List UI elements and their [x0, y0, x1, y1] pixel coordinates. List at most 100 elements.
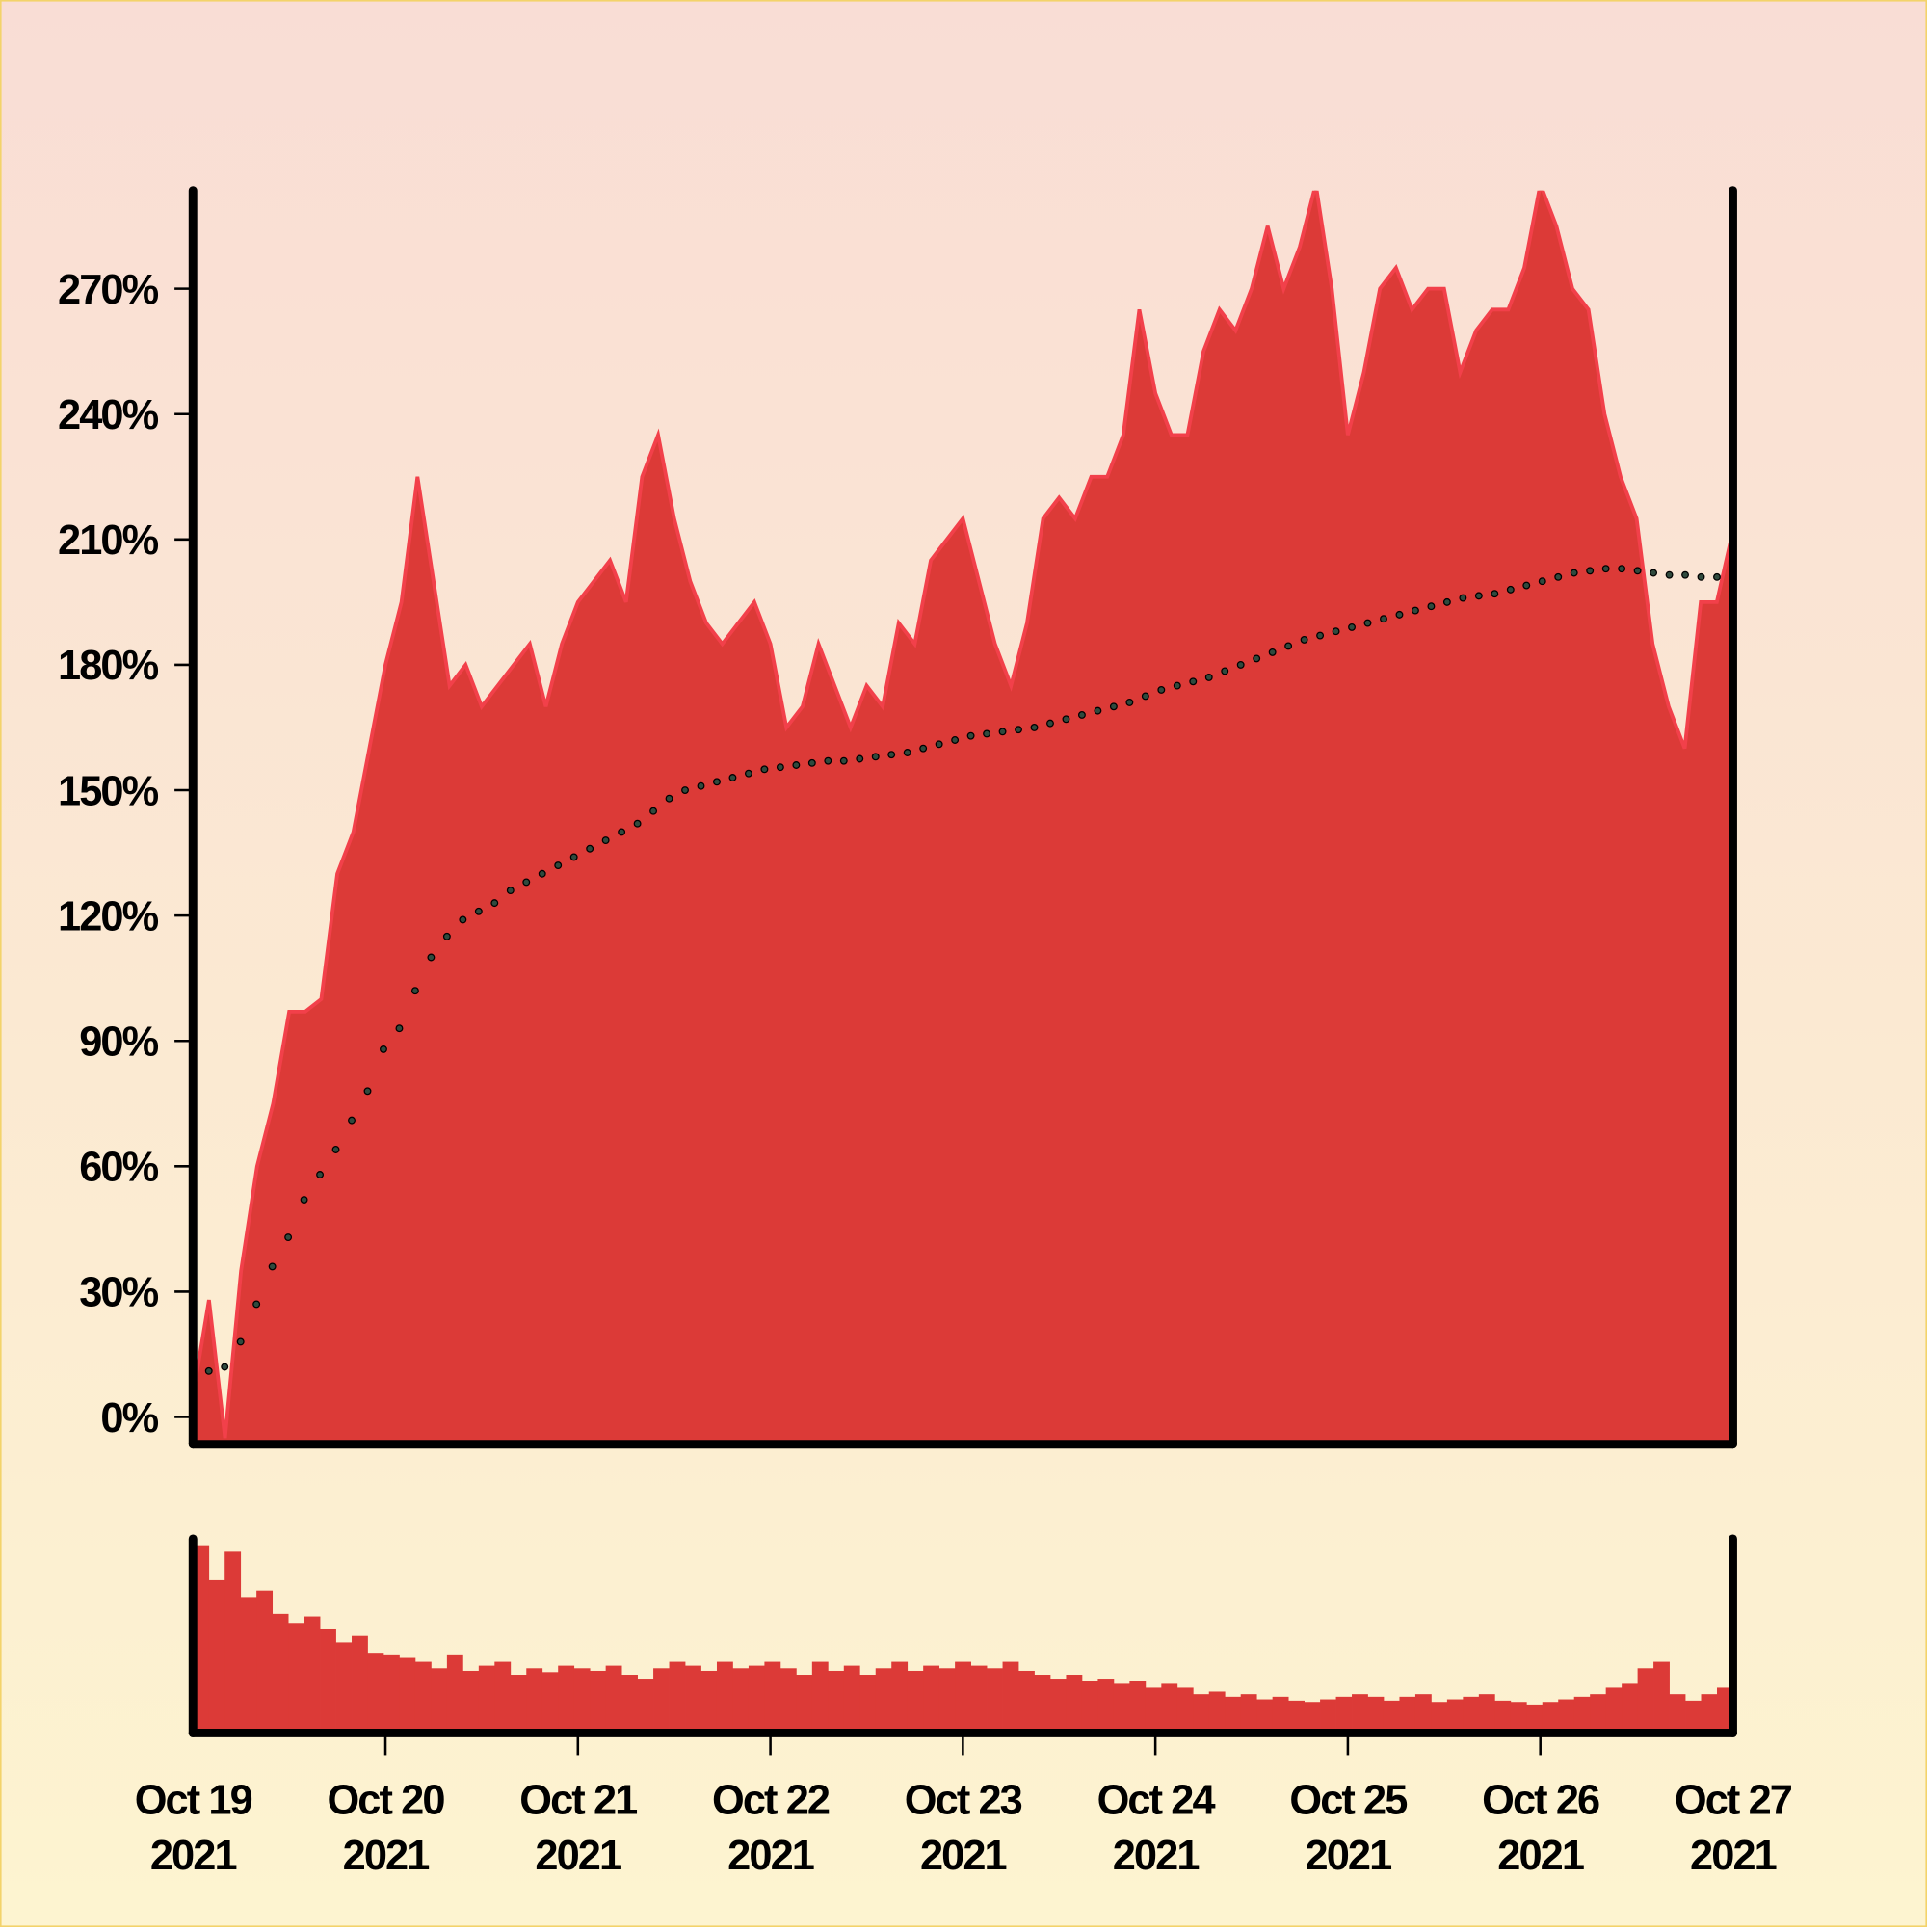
- x-tick-label: Oct 26: [1482, 1778, 1599, 1824]
- volume-bar: [320, 1628, 336, 1734]
- average-dot: [1713, 572, 1721, 581]
- volume-bar: [748, 1665, 765, 1734]
- average-dot: [554, 861, 563, 870]
- y-tick-label: 30%: [79, 1270, 158, 1316]
- volume-bar: [1240, 1694, 1257, 1734]
- average-dot: [618, 828, 626, 836]
- average-dot: [1570, 569, 1578, 577]
- average-dot: [410, 987, 419, 995]
- y-tick-label: 270%: [58, 267, 159, 313]
- volume-bar: [494, 1661, 512, 1734]
- volume-bar: [637, 1679, 654, 1734]
- average-dot: [395, 1024, 404, 1033]
- volume-bar: [1225, 1696, 1242, 1734]
- average-dot: [1697, 572, 1705, 581]
- average-dot: [506, 887, 515, 895]
- volume-bar: [732, 1668, 750, 1734]
- average-dot: [697, 781, 705, 790]
- volume-plot: [193, 1545, 1733, 1734]
- x-tick-label: Oct 19: [135, 1778, 252, 1824]
- volume-bar: [685, 1665, 701, 1734]
- average-dot: [1586, 567, 1595, 575]
- volume-bar: [987, 1668, 1003, 1734]
- average-dot: [442, 932, 451, 940]
- x-tick-label: 2021: [150, 1833, 237, 1879]
- average-dot: [919, 744, 928, 753]
- average-dot: [1459, 594, 1467, 602]
- x-tick-label: Oct 24: [1097, 1778, 1216, 1824]
- average-dot: [1062, 715, 1070, 724]
- volume-bar: [1590, 1694, 1607, 1734]
- average-dot: [856, 754, 864, 763]
- volume-bar: [256, 1590, 274, 1734]
- volume-bar: [1129, 1681, 1147, 1734]
- average-dot: [538, 869, 546, 878]
- average-dot: [1015, 726, 1022, 734]
- volume-bar: [938, 1668, 956, 1734]
- y-tick-label: 240%: [58, 392, 159, 438]
- volume-bar: [1383, 1700, 1400, 1734]
- volume-bar: [541, 1672, 559, 1734]
- x-tick-label: Oct 23: [905, 1778, 1022, 1824]
- volume-bar: [1272, 1696, 1289, 1734]
- x-tick-label: 2021: [1306, 1833, 1392, 1879]
- volume-bar: [1446, 1699, 1464, 1734]
- average-dot: [1332, 627, 1340, 636]
- x-tick-label: 2021: [920, 1833, 1007, 1879]
- volume-bar: [875, 1668, 892, 1734]
- volume-bar: [1463, 1696, 1480, 1734]
- average-dot: [1300, 635, 1308, 644]
- volume-bar: [590, 1670, 607, 1734]
- average-dot: [903, 749, 911, 756]
- volume-bar: [669, 1661, 686, 1734]
- x-tick-label: 2021: [1113, 1833, 1200, 1879]
- average-dot: [1046, 719, 1054, 728]
- volume-bar: [367, 1653, 384, 1734]
- average-dot: [252, 1300, 261, 1309]
- average-dot: [807, 758, 816, 767]
- average-dot: [1395, 610, 1404, 619]
- volume-bar: [1542, 1702, 1559, 1734]
- x-tick-label: Oct 20: [327, 1778, 444, 1824]
- average-dot: [1268, 648, 1277, 656]
- volume-bar: [1622, 1683, 1638, 1734]
- volume-bar: [1018, 1670, 1035, 1734]
- average-dot: [1380, 615, 1387, 623]
- x-tick-label: 2021: [1690, 1833, 1777, 1879]
- volume-bar: [1478, 1694, 1495, 1734]
- axes: 0% 30% 60% 90% 120% 150% 180% 210% 240% 270% Oct 1…: [58, 186, 1794, 1879]
- average-dot: [1173, 681, 1181, 690]
- volume-bar: [1526, 1704, 1544, 1734]
- volume-bar: [1256, 1699, 1274, 1734]
- volume-bar: [1653, 1661, 1670, 1734]
- average-dot: [983, 729, 991, 738]
- average-dot: [871, 753, 880, 761]
- average-dot: [1221, 667, 1229, 675]
- volume-bar: [1685, 1700, 1702, 1734]
- average-dot: [887, 751, 896, 759]
- volume-bar: [1573, 1696, 1591, 1734]
- average-dot: [1253, 654, 1261, 663]
- average-dot: [1094, 706, 1102, 715]
- volume-bar: [462, 1670, 480, 1734]
- volume-bar: [399, 1657, 416, 1734]
- volume-bar: [446, 1654, 463, 1734]
- x-tick-label: 2021: [727, 1833, 814, 1879]
- average-dot: [268, 1262, 277, 1271]
- average-dot: [824, 756, 832, 765]
- average-dot: [839, 756, 848, 765]
- average-dot: [776, 763, 784, 772]
- x-tick-label: 2021: [1497, 1833, 1584, 1879]
- y-tick-label: 210%: [58, 517, 159, 564]
- x-tick-label: Oct 21: [519, 1778, 637, 1824]
- average-dot: [1141, 692, 1149, 701]
- volume-bar: [1558, 1699, 1575, 1734]
- volume-bar: [1208, 1691, 1226, 1734]
- volume-bar: [779, 1668, 797, 1734]
- volume-bar: [573, 1668, 591, 1734]
- volume-bar: [621, 1675, 638, 1734]
- area-edge: [193, 190, 1733, 1439]
- average-dot: [935, 740, 943, 749]
- average-dot: [1491, 590, 1499, 598]
